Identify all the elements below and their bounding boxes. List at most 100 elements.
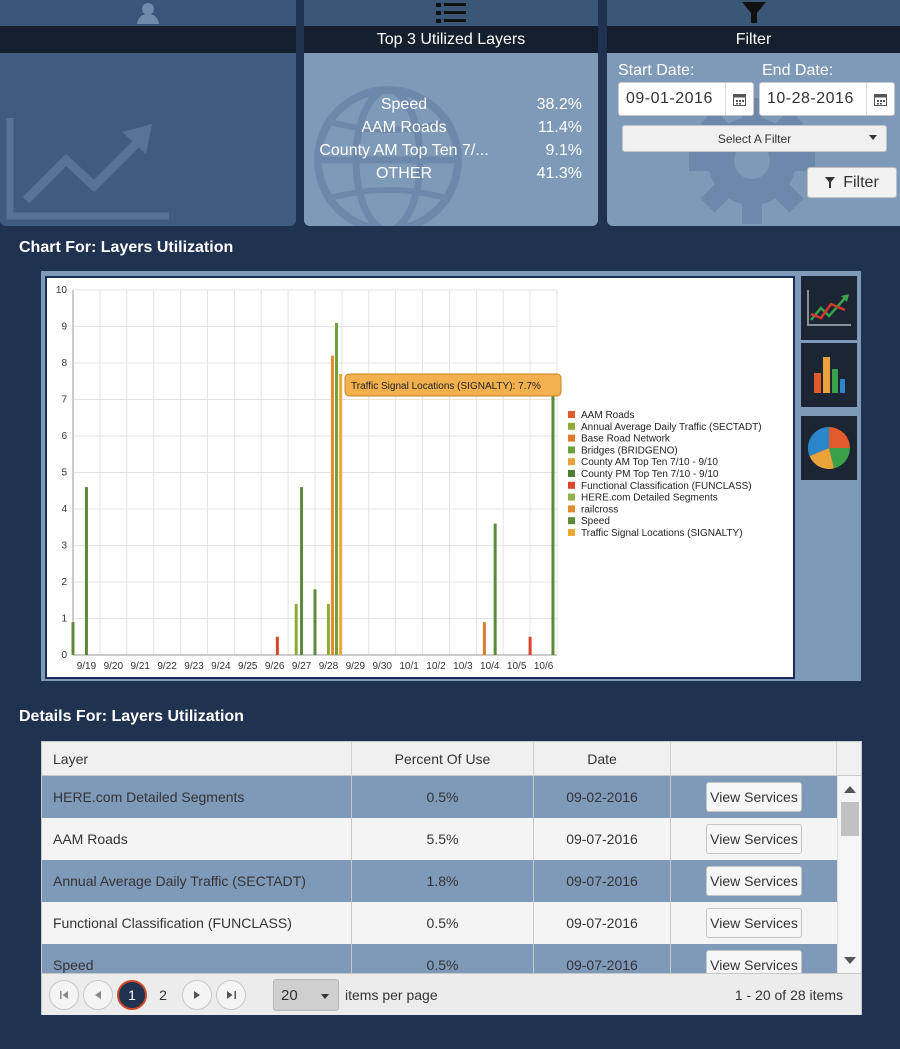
- x-tick-label: 9/24: [211, 661, 231, 672]
- date-cell: 09-07-2016: [534, 860, 671, 902]
- view-services-button[interactable]: View Services: [706, 782, 802, 812]
- x-tick-label: 10/6: [534, 661, 554, 672]
- x-tick-label: 10/1: [399, 661, 419, 672]
- next-page-button[interactable]: [182, 980, 212, 1010]
- pager-summary: 1 - 20 of 28 items: [734, 987, 843, 1003]
- start-date-label: Start Date:: [618, 62, 695, 79]
- top3-item-name: Speed: [380, 96, 428, 113]
- filter-button[interactable]: Filter: [807, 167, 897, 198]
- trend-chart-icon: [6, 118, 169, 220]
- y-tick-label: 6: [61, 431, 67, 442]
- first-page-icon: [59, 991, 68, 999]
- filter-select[interactable]: Select A Filter: [622, 125, 887, 152]
- first-page-button[interactable]: [49, 980, 79, 1010]
- scrollbar-thumb[interactable]: [841, 802, 859, 836]
- last-page-button[interactable]: [216, 980, 246, 1010]
- bar-chart-button[interactable]: [801, 343, 857, 407]
- next-page-icon: [194, 991, 200, 999]
- view-services-button[interactable]: View Services: [706, 866, 802, 896]
- legend-label: County AM Top Ten 7/10 - 9/10: [581, 457, 718, 468]
- scroll-down-icon[interactable]: [844, 957, 856, 965]
- chart-bar: [528, 636, 532, 655]
- top3-item-name: AAM Roads: [361, 119, 447, 136]
- y-tick-label: 9: [61, 322, 67, 333]
- view-services-button[interactable]: View Services: [706, 824, 802, 854]
- layer-cell: AAM Roads: [42, 818, 352, 860]
- chart-bar: [482, 622, 486, 655]
- top3-item-name: OTHER: [376, 165, 432, 182]
- percent-cell: 0.5%: [352, 776, 534, 818]
- end-date-value: 10-28-2016: [767, 90, 854, 107]
- last-page-icon: [226, 991, 236, 999]
- column-header-percent[interactable]: Percent Of Use: [352, 742, 534, 776]
- layer-cell: Annual Average Daily Traffic (SECTADT): [42, 860, 352, 902]
- page-size-value: 20: [281, 986, 298, 1004]
- calendar-icon[interactable]: [866, 83, 894, 115]
- table-row[interactable]: HERE.com Detailed Segments 0.5% 09-02-20…: [42, 776, 837, 818]
- line-chart-button[interactable]: [801, 276, 857, 340]
- top3-panel: Top 3 Utilized Layers Speed 38.2% AAM Roa…: [304, 0, 598, 226]
- x-tick-label: 9/28: [319, 661, 339, 672]
- chart-bar: [300, 487, 304, 655]
- end-date-input[interactable]: 10-28-2016: [759, 82, 895, 116]
- top3-item-percent: 9.1%: [545, 142, 582, 159]
- x-tick-label: 9/20: [104, 661, 124, 672]
- legend-label: County PM Top Ten 7/10 - 9/10: [581, 469, 719, 480]
- top3-item-percent: 38.2%: [536, 96, 582, 113]
- date-cell: 09-07-2016: [534, 818, 671, 860]
- page-size-select[interactable]: 20: [273, 979, 339, 1011]
- x-tick-label: 10/4: [480, 661, 500, 672]
- previous-page-button[interactable]: [83, 980, 113, 1010]
- filter-panel: Filter Start Date: End Date: 09-01-2016 …: [607, 0, 900, 226]
- action-cell: View Services: [671, 818, 837, 860]
- x-tick-label: 9/19: [77, 661, 97, 672]
- chevron-down-icon: [869, 135, 877, 140]
- pie-chart-button[interactable]: [801, 416, 857, 480]
- table-row[interactable]: Functional Classification (FUNCLASS) 0.5…: [42, 902, 837, 944]
- y-tick-label: 4: [61, 504, 67, 515]
- list-icon: [304, 0, 598, 26]
- chart-bar: [493, 523, 497, 655]
- column-header-layer[interactable]: Layer: [42, 742, 352, 776]
- legend-swatch: [568, 505, 575, 513]
- view-services-button[interactable]: View Services: [706, 950, 802, 973]
- page-2-button[interactable]: 2: [159, 987, 167, 1003]
- y-tick-label: 5: [61, 468, 67, 479]
- previous-page-icon: [95, 991, 101, 999]
- top3-title: Top 3 Utilized Layers: [304, 26, 598, 53]
- legend-label: Speed: [581, 516, 610, 527]
- page-1-button[interactable]: 1: [117, 980, 147, 1010]
- calendar-icon[interactable]: [725, 83, 753, 115]
- grid-scrollbar[interactable]: [837, 776, 861, 973]
- top3-item: OTHER 41.3%: [304, 165, 598, 188]
- details-section-title: Details For: Layers Utilization: [19, 708, 244, 725]
- user-panel: [0, 0, 296, 226]
- chart-bar: [275, 636, 279, 655]
- y-tick-label: 1: [61, 614, 67, 625]
- legend-label: HERE.com Detailed Segments: [581, 493, 718, 504]
- legend-swatch: [568, 422, 575, 430]
- table-row[interactable]: AAM Roads 5.5% 09-07-2016 View Services: [42, 818, 837, 860]
- legend-swatch: [568, 446, 575, 454]
- y-tick-label: 2: [61, 577, 67, 588]
- x-tick-label: 10/5: [507, 661, 527, 672]
- column-header-actions: [671, 742, 837, 776]
- percent-cell: 1.8%: [352, 860, 534, 902]
- layer-cell: Speed: [42, 944, 352, 973]
- scroll-up-icon[interactable]: [844, 785, 856, 793]
- user-panel-title-bar: [0, 26, 296, 53]
- x-tick-label: 9/30: [372, 661, 392, 672]
- items-per-page-label: items per page: [345, 987, 438, 1003]
- x-tick-label: 9/26: [265, 661, 285, 672]
- chart-bar: [335, 322, 339, 655]
- table-row[interactable]: Speed 0.5% 09-07-2016 View Services: [42, 944, 837, 973]
- view-services-button[interactable]: View Services: [706, 908, 802, 938]
- x-tick-label: 10/3: [453, 661, 473, 672]
- start-date-input[interactable]: 09-01-2016: [618, 82, 754, 116]
- chart-bar: [330, 355, 334, 655]
- chart-bar: [551, 392, 555, 655]
- funnel-icon: [607, 0, 900, 26]
- table-row[interactable]: Annual Average Daily Traffic (SECTADT) 1…: [42, 860, 837, 902]
- pie-chart-icon: [807, 426, 850, 470]
- column-header-date[interactable]: Date: [534, 742, 671, 776]
